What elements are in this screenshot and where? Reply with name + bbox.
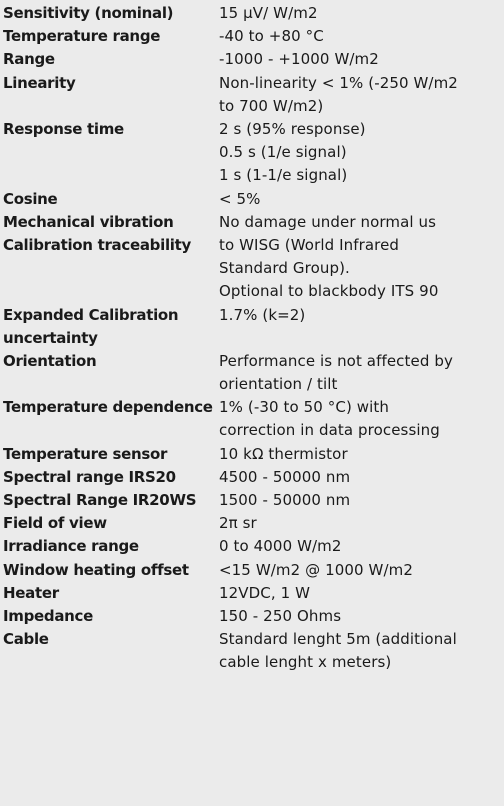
spec-row-field-of-view: Field of view 2π sr (3, 512, 501, 535)
spec-row-response-time: Response time 2 s (95% response) 0.5 s (… (3, 118, 501, 188)
spec-label: Sensitivity (nominal) (3, 4, 174, 22)
spec-value: Non-linearity < 1% (-250 W/m2 to 700 W/m… (219, 73, 458, 115)
spec-value: 150 - 250 Ohms (219, 607, 342, 626)
spec-row-spectral-range-ir20ws: Spectral Range IR20WS 1500 - 50000 nm (3, 489, 501, 512)
spec-value: <15 W/m2 @ 1000 W/m2 (219, 560, 413, 579)
spec-row-impedance: Impedance 150 - 250 Ohms (3, 605, 501, 628)
spec-row-spectral-range-irs20: Spectral range IRS20 4500 - 50000 nm (3, 466, 501, 489)
spec-value: 1% (-30 to 50 °C) with correction in dat… (219, 398, 440, 440)
spec-label: Spectral Range IR20WS (3, 491, 197, 510)
spec-value: < 5% (219, 189, 261, 208)
spec-row-temperature-sensor: Temperature sensor 10 kΩ thermistor (3, 443, 501, 466)
spec-label: Linearity (3, 73, 76, 92)
spec-label: Spectral range IRS20 (3, 467, 176, 486)
spec-table: Sensitivity (nominal) 15 µV/ W/m2 Temper… (3, 2, 501, 675)
spec-value: -40 to +80 °C (219, 27, 324, 46)
spec-row-window-heating-offset: Window heating offset <15 W/m2 @ 1000 W/… (3, 559, 501, 582)
spec-row-cosine: Cosine < 5% (3, 188, 501, 211)
spec-label: Mechanical vibration (3, 212, 174, 231)
spec-value: Performance is not affected by orientati… (219, 351, 453, 394)
spec-row-cable: Cable Standard lenght 5m (additional cab… (3, 628, 501, 674)
spec-value: 1.7% (k=2) (219, 305, 306, 324)
spec-row-mechanical-vibration: Mechanical vibration No damage under nor… (3, 211, 501, 234)
spec-value: to WISG (World Infrared Standard Group).… (219, 235, 439, 301)
spec-row-temperature-dependence: Temperature dependence 1% (-30 to 50 °C)… (3, 396, 501, 442)
spec-value: 1500 - 50000 nm (219, 491, 351, 510)
spec-label: Irradiance range (3, 537, 139, 556)
spec-value: 0 to 4000 W/m2 (219, 537, 342, 556)
spec-label: Cosine (3, 189, 58, 208)
spec-value: 2 s (95% response) 0.5 s (1/e signal) 1 … (219, 119, 366, 185)
spec-value: 12VDC, 1 W (219, 583, 311, 602)
spec-value: 10 kΩ thermistor (219, 444, 348, 463)
spec-label: Heater (3, 583, 59, 602)
spec-value: 15 µV/ W/m2 (219, 4, 318, 22)
spec-label: Cable (3, 630, 49, 649)
spec-value: 2π sr (219, 514, 257, 533)
spec-label: Impedance (3, 607, 94, 626)
spec-value: -1000 - +1000 W/m2 (219, 50, 379, 69)
spec-label: Orientation (3, 351, 97, 370)
spec-label: Field of view (3, 514, 107, 533)
spec-row-linearity: Linearity Non-linearity < 1% (-250 W/m2 … (3, 72, 501, 118)
spec-row-orientation: Orientation Performance is not affected … (3, 350, 501, 396)
spec-label: Range (3, 50, 55, 69)
spec-row-temperature-range: Temperature range -40 to +80 °C (3, 25, 501, 48)
spec-row-irradiance-range: Irradiance range 0 to 4000 W/m2 (3, 535, 501, 558)
spec-value: No damage under normal us (219, 212, 437, 231)
spec-value: 4500 - 50000 nm (219, 467, 351, 486)
spec-label: Temperature range (3, 27, 161, 46)
spec-label: Expanded Calibration uncertainty (3, 305, 179, 347)
spec-row-heater: Heater 12VDC, 1 W (3, 582, 501, 605)
spec-label: Response time (3, 119, 124, 138)
spec-row-range: Range -1000 - +1000 W/m2 (3, 48, 501, 71)
spec-value: Standard lenght 5m (additional cable len… (219, 630, 457, 672)
spec-label: Temperature sensor (3, 444, 168, 463)
spec-row-calibration-traceability: Calibration traceability to WISG (World … (3, 234, 501, 304)
spec-row-expanded-calibration-uncertainty: Expanded Calibration uncertainty 1.7% (k… (3, 304, 501, 350)
spec-label: Temperature dependence (3, 398, 213, 417)
spec-label: Window heating offset (3, 560, 189, 579)
spec-label: Calibration traceability (3, 235, 191, 254)
spec-row-sensitivity: Sensitivity (nominal) 15 µV/ W/m2 (3, 2, 501, 25)
